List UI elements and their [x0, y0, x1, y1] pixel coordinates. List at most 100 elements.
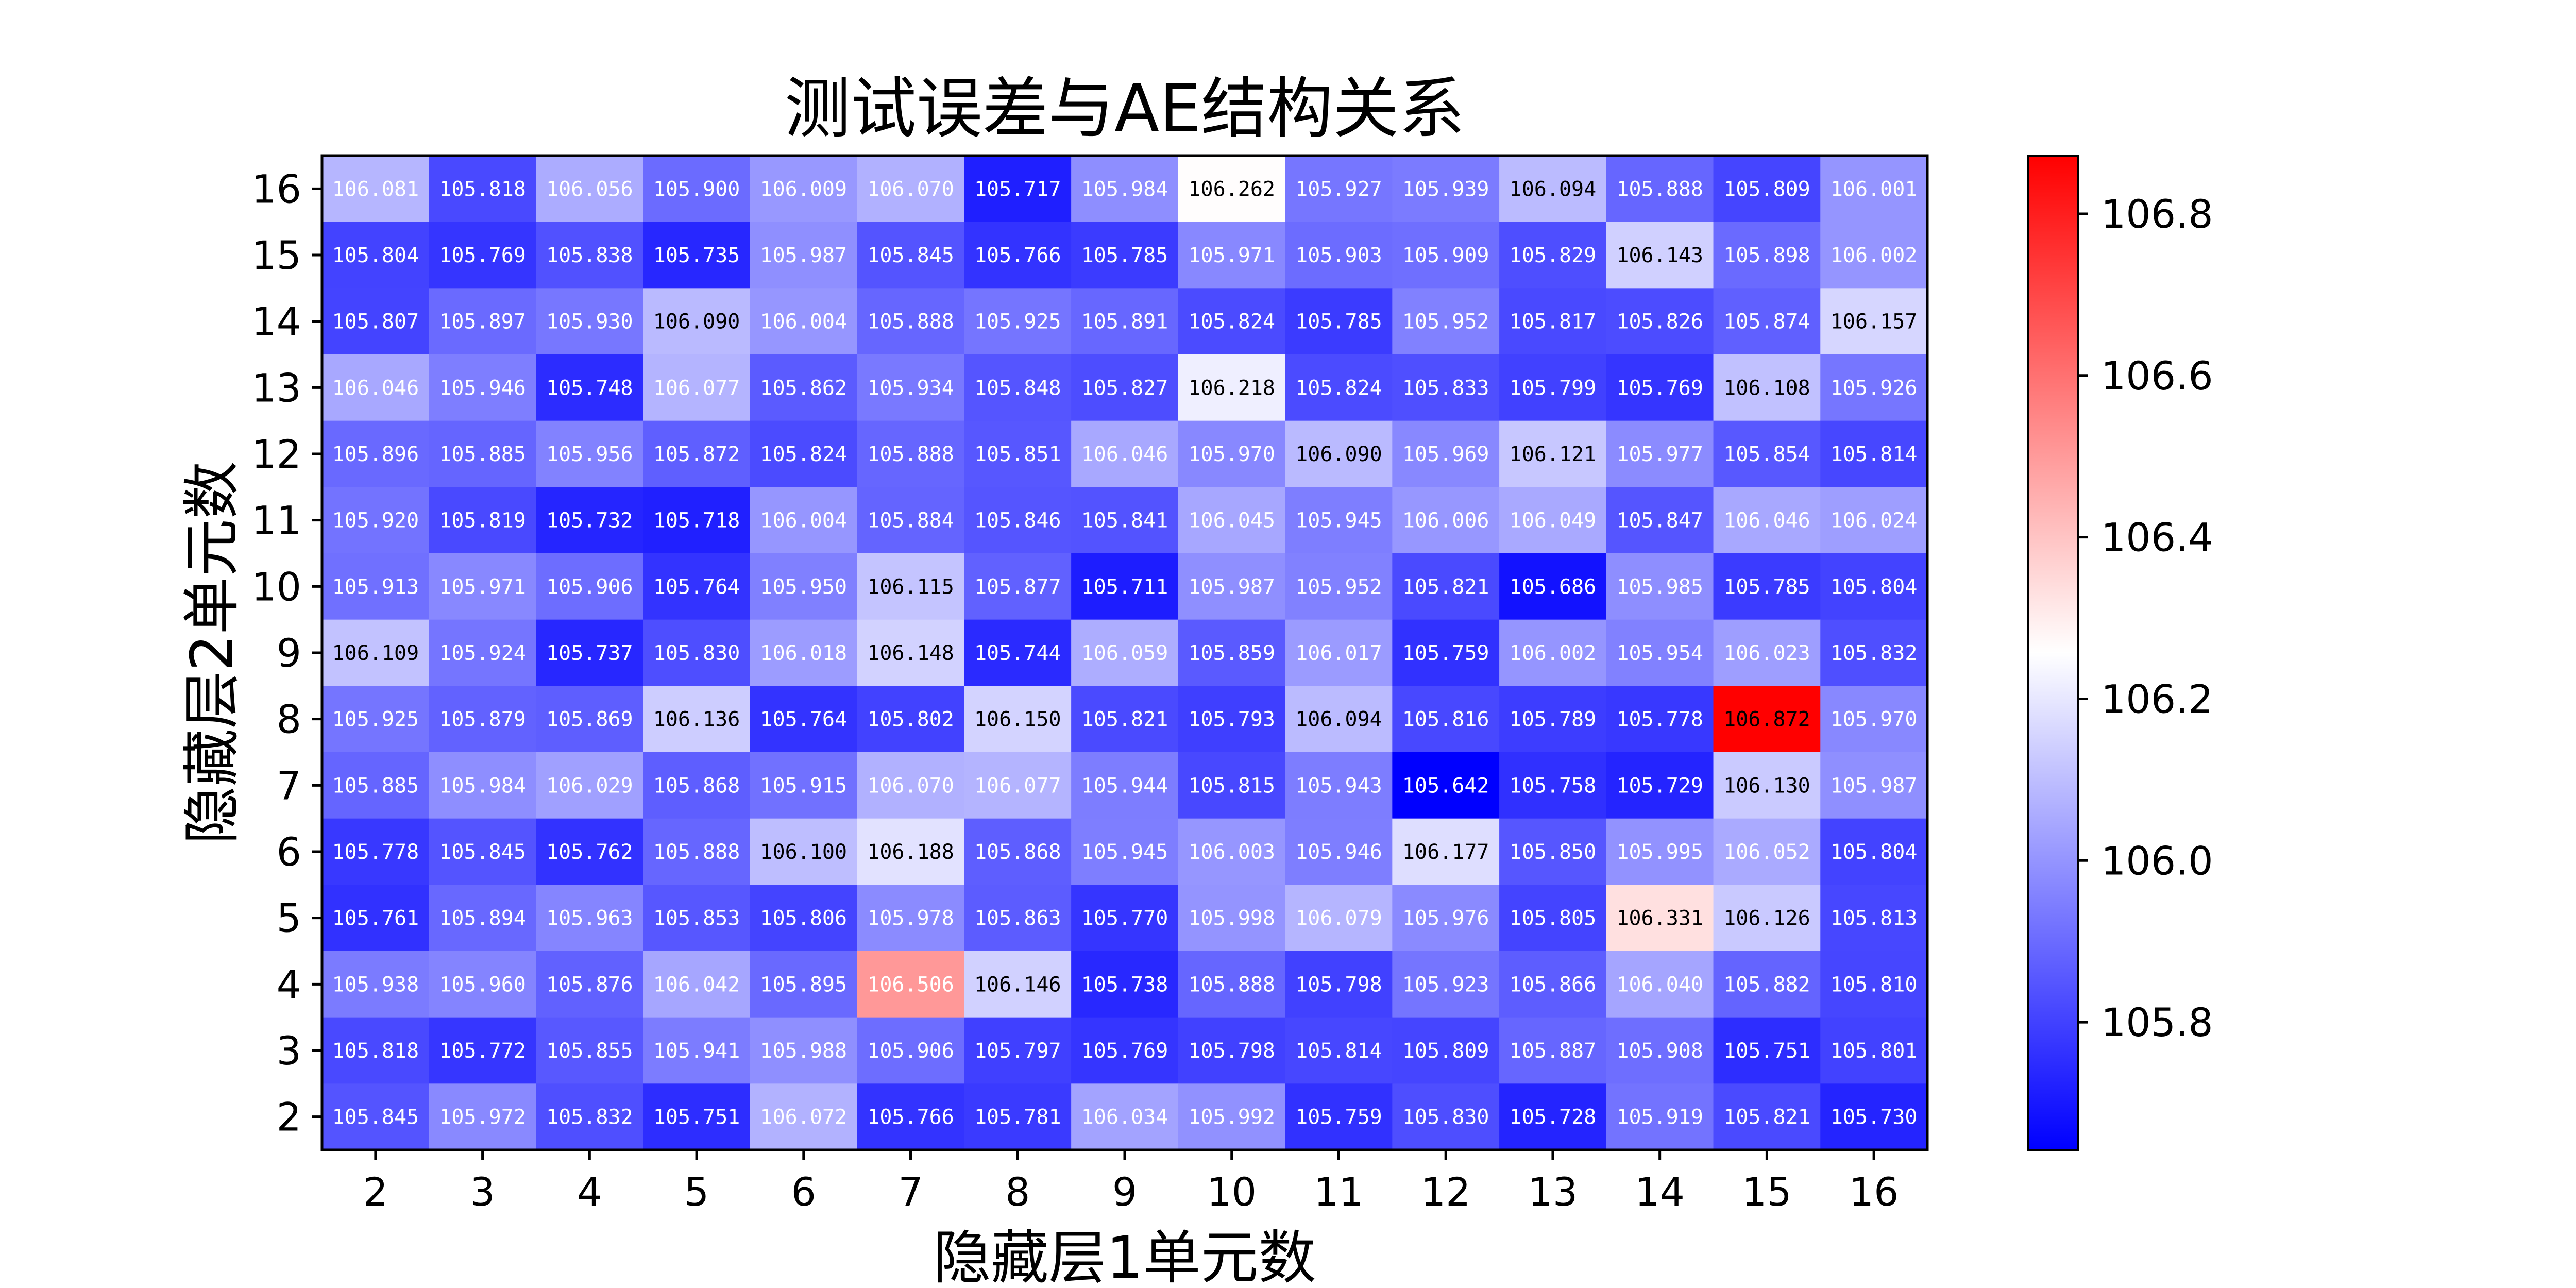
cell-value-label: 106.042: [653, 973, 740, 996]
heatmap-cell: [429, 553, 537, 620]
cell-value-label: 105.887: [1510, 1039, 1597, 1063]
cell-value-label: 105.764: [760, 708, 848, 732]
heatmap-cell: [857, 222, 964, 289]
cell-value-label: 105.970: [1188, 443, 1275, 466]
cell-value-label: 106.079: [1295, 907, 1382, 930]
heatmap-cell: [536, 818, 643, 885]
heatmap-cell: [1285, 420, 1393, 487]
heatmap-cell: [1071, 420, 1179, 487]
heatmap-cell: [1392, 288, 1500, 355]
cell-value-label: 105.818: [439, 177, 526, 201]
heatmap-cell: [643, 951, 751, 1018]
heatmap-cell: [1606, 686, 1714, 753]
cell-value-label: 105.801: [1831, 1039, 1918, 1063]
heatmap-cell: [322, 288, 430, 355]
heatmap-cell: [322, 354, 430, 421]
heatmap-cell: [1178, 686, 1286, 753]
cell-value-label: 105.793: [1188, 708, 1275, 732]
heatmap-cell: [322, 1017, 430, 1084]
y-tick-label: 12: [251, 431, 301, 477]
cell-value-label: 105.952: [1295, 575, 1382, 599]
heatmap-cell: [964, 818, 1072, 885]
x-tick-label: 15: [1742, 1169, 1792, 1215]
cell-value-label: 106.052: [1723, 840, 1810, 864]
heatmap-cell: [536, 885, 643, 952]
cell-value-label: 105.885: [439, 443, 526, 466]
heatmap-cell: [1820, 1083, 1928, 1150]
cell-value-label: 105.748: [546, 376, 633, 400]
heatmap-cell: [536, 354, 643, 421]
cell-value-label: 106.070: [867, 177, 954, 201]
heatmap-cell: [536, 420, 643, 487]
heatmap-cell: [536, 686, 643, 753]
heatmap-cell: [1285, 752, 1393, 819]
cell-value-label: 105.845: [332, 1106, 419, 1129]
cell-value-label: 105.915: [760, 774, 848, 798]
cell-value-label: 106.188: [867, 840, 954, 864]
heatmap-cell: [1285, 156, 1393, 223]
cell-value-label: 105.868: [974, 840, 1061, 864]
cell-value-label: 105.769: [1616, 376, 1703, 400]
heatmap-cell: [1392, 619, 1500, 686]
cell-value-label: 105.869: [546, 708, 633, 732]
cell-value-label: 105.960: [439, 973, 526, 996]
heatmap-cell: [429, 1017, 537, 1084]
y-tick-label: 13: [251, 365, 301, 411]
cell-value-label: 105.946: [439, 376, 526, 400]
heatmap-cell: [1499, 752, 1607, 819]
cell-value-label: 105.804: [1831, 575, 1918, 599]
y-tick-label: 15: [251, 232, 301, 278]
heatmap-cell: [1606, 1083, 1714, 1150]
heatmap-cell: [1071, 686, 1179, 753]
heatmap-cell: [1178, 487, 1286, 554]
heatmap-cell: [857, 951, 964, 1018]
heatmap-cell: [1606, 222, 1714, 289]
heatmap-cell: [964, 951, 1072, 1018]
cell-value-label: 105.806: [760, 907, 848, 930]
heatmap-cell: [1178, 553, 1286, 620]
heatmap-cell: [1392, 885, 1500, 952]
cell-value-label: 106.150: [974, 708, 1061, 732]
cell-value-label: 105.850: [1510, 840, 1597, 864]
heatmap-cell: [429, 487, 537, 554]
heatmap-cell: [322, 818, 430, 885]
heatmap-cell: [1713, 686, 1821, 753]
heatmap-cell: [750, 1017, 858, 1084]
cell-value-label: 105.830: [653, 641, 740, 665]
cell-value-label: 105.927: [1295, 177, 1382, 201]
heatmap-cell: [643, 487, 751, 554]
heatmap-cell: [1071, 951, 1179, 1018]
heatmap-cell: [750, 156, 858, 223]
heatmap-cell: [322, 885, 430, 952]
cell-value-label: 105.785: [1081, 244, 1168, 267]
heatmap-cell: [536, 288, 643, 355]
cell-value-label: 105.941: [653, 1039, 740, 1063]
heatmap-cell: [1820, 288, 1928, 355]
heatmap-cell: [1178, 156, 1286, 223]
heatmap-cell: [1071, 1083, 1179, 1150]
heatmap-cell: [1713, 487, 1821, 554]
heatmap-cell: [1820, 553, 1928, 620]
heatmap-cell: [1820, 752, 1928, 819]
heatmap-cell: [1392, 1083, 1500, 1150]
heatmap-cell: [857, 487, 964, 554]
cell-value-label: 105.785: [1723, 575, 1810, 599]
heatmap-cell: [429, 818, 537, 885]
heatmap-cell: [1285, 354, 1393, 421]
cell-value-label: 105.879: [439, 708, 526, 732]
cell-value-label: 105.717: [974, 177, 1061, 201]
heatmap-cell: [750, 487, 858, 554]
heatmap-cell: [429, 420, 537, 487]
heatmap-cell: [536, 553, 643, 620]
heatmap-cell: [322, 1083, 430, 1150]
cell-value-label: 105.992: [1188, 1106, 1275, 1129]
cell-value-label: 106.003: [1188, 840, 1275, 864]
cell-value-label: 105.897: [439, 310, 526, 334]
heatmap-cell: [1713, 1083, 1821, 1150]
cell-value-label: 105.923: [1402, 973, 1489, 996]
heatmap-cell: [964, 222, 1072, 289]
heatmap-cell: [857, 288, 964, 355]
cell-value-label: 105.818: [332, 1039, 419, 1063]
heatmap-cell: [857, 885, 964, 952]
cell-value-label: 105.944: [1081, 774, 1168, 798]
